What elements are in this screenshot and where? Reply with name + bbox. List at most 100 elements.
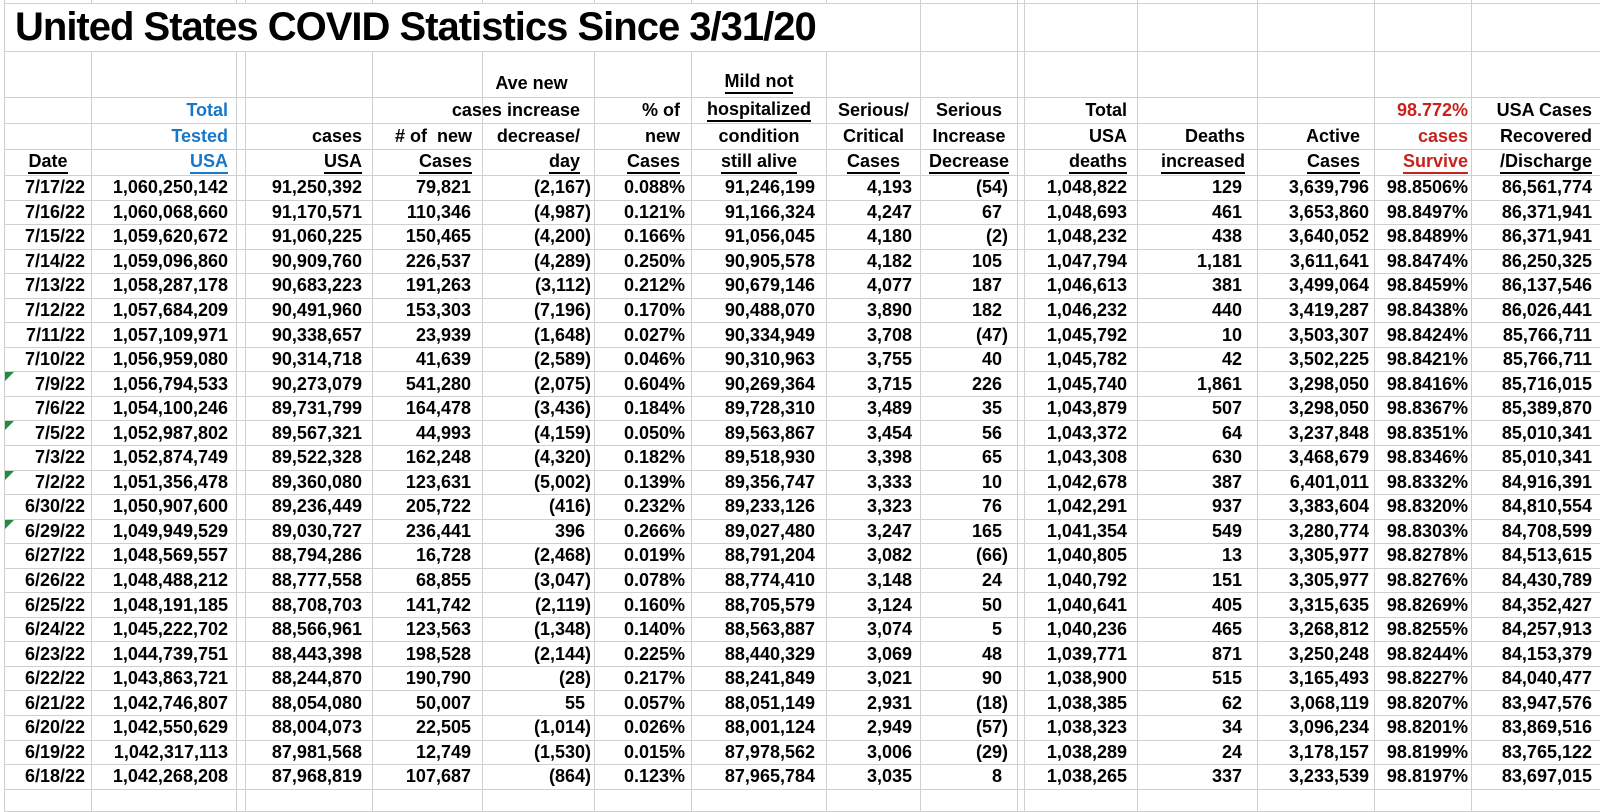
cell-mild[interactable]: 88,001,124 xyxy=(692,716,827,741)
cell-recovered[interactable]: 84,257,913 xyxy=(1472,618,1600,643)
cell-deaths[interactable]: 1,038,900 xyxy=(1025,666,1138,692)
cell-active[interactable]: 3,640,052 xyxy=(1258,225,1375,250)
spacer-cell[interactable] xyxy=(1018,495,1025,520)
cell-serious[interactable]: 3,074 xyxy=(827,617,921,643)
cell-active[interactable]: 3,419,287 xyxy=(1258,298,1375,324)
header-cell-active[interactable] xyxy=(1258,52,1375,98)
spacer-cell[interactable] xyxy=(1018,519,1025,545)
cell-total_tested[interactable]: 1,052,874,749 xyxy=(92,446,237,471)
cell-pct_new[interactable]: 0.078% xyxy=(595,568,692,594)
cell-mild[interactable]: 89,233,126 xyxy=(692,495,827,520)
cell-increase_decrease[interactable]: (2,167) xyxy=(483,176,595,201)
spacer-cell[interactable] xyxy=(1018,740,1025,766)
cell-recovered[interactable]: 84,430,789 xyxy=(1472,569,1600,594)
cell-deaths[interactable]: 1,047,794 xyxy=(1025,249,1138,275)
cell-new_cases[interactable]: 41,639 xyxy=(373,347,483,373)
cell-serious_change[interactable]: (66) xyxy=(921,544,1018,569)
cell-survive[interactable]: 98.8199% xyxy=(1375,740,1472,766)
cell-serious_change[interactable]: 24 xyxy=(921,568,1018,594)
cell-recovered[interactable]: 84,352,427 xyxy=(1472,593,1600,618)
cell-serious[interactable]: 3,715 xyxy=(827,372,921,397)
cell-deaths[interactable]: 1,042,678 xyxy=(1025,470,1138,496)
spacer-cell[interactable] xyxy=(237,470,246,496)
cell-increase_decrease[interactable]: (2,119) xyxy=(483,593,595,618)
cell-pct_new[interactable]: 0.123% xyxy=(595,765,692,790)
cell-deaths_increase[interactable]: 549 xyxy=(1138,519,1258,545)
cell-date[interactable]: 7/11/22 xyxy=(5,323,92,348)
cell-increase_decrease[interactable]: (4,289) xyxy=(483,249,595,275)
cell-serious_change[interactable]: 165 xyxy=(921,519,1018,545)
cell-total_tested[interactable]: 1,044,739,751 xyxy=(92,642,237,667)
cell-pct_new[interactable]: 0.140% xyxy=(595,617,692,643)
cell-serious_change[interactable]: 67 xyxy=(921,200,1018,226)
spacer-cell[interactable] xyxy=(1018,716,1025,741)
header-cell-active[interactable]: Cases xyxy=(1258,150,1375,176)
cell-deaths_increase[interactable]: 62 xyxy=(1138,691,1258,717)
cell-pct_new[interactable]: 0.184% xyxy=(595,396,692,422)
cell-date[interactable]: 7/16/22 xyxy=(5,200,92,226)
cell-survive[interactable]: 98.8474% xyxy=(1375,249,1472,275)
cell-cases[interactable]: 89,236,449 xyxy=(246,495,373,520)
cell-deaths[interactable]: 1,043,879 xyxy=(1025,396,1138,422)
header-cell-deaths_increase[interactable] xyxy=(1138,52,1258,98)
cell-survive[interactable]: 98.8489% xyxy=(1375,225,1472,250)
cell-increase_decrease[interactable]: (4,200) xyxy=(483,225,595,250)
cell-date[interactable]: 6/26/22 xyxy=(5,568,92,594)
cell-total_tested[interactable]: 1,051,356,478 xyxy=(92,470,237,496)
cell-serious[interactable]: 3,454 xyxy=(827,421,921,447)
cell-serious_change[interactable]: 90 xyxy=(921,666,1018,692)
cell-pct_new[interactable]: 0.217% xyxy=(595,666,692,692)
cell-date[interactable]: 6/27/22 xyxy=(5,544,92,569)
cell-serious_change[interactable]: 65 xyxy=(921,446,1018,471)
cell-cases[interactable]: 90,491,960 xyxy=(246,298,373,324)
cell-new_cases[interactable]: 22,505 xyxy=(373,716,483,741)
spacer-cell[interactable] xyxy=(1018,666,1025,692)
spacer-cell[interactable] xyxy=(237,372,246,397)
spacer-cell[interactable] xyxy=(1018,298,1025,324)
cell-total_tested[interactable]: 1,057,684,209 xyxy=(92,298,237,324)
cell-deaths[interactable]: 1,041,354 xyxy=(1025,519,1138,545)
cell-survive[interactable]: 98.8197% xyxy=(1375,765,1472,790)
cell-serious[interactable]: 3,148 xyxy=(827,568,921,594)
spacer-cell[interactable] xyxy=(237,716,246,741)
cell[interactable] xyxy=(1375,4,1472,52)
header-cell-mild[interactable]: condition xyxy=(692,124,827,150)
cell-survive[interactable]: 98.8421% xyxy=(1375,347,1472,373)
cell-new_cases[interactable]: 162,248 xyxy=(373,446,483,471)
header-cell-date[interactable]: Date xyxy=(5,150,92,176)
cell-cases[interactable]: 88,004,073 xyxy=(246,716,373,741)
cell-deaths_increase[interactable]: 24 xyxy=(1138,740,1258,766)
cell-recovered[interactable]: 85,716,015 xyxy=(1472,372,1600,397)
cell-serious[interactable]: 2,949 xyxy=(827,716,921,741)
cell-cases[interactable]: 87,981,568 xyxy=(246,740,373,766)
cell-active[interactable]: 3,096,234 xyxy=(1258,716,1375,741)
cell-total_tested[interactable]: 1,060,068,660 xyxy=(92,200,237,226)
cell-serious_change[interactable]: (29) xyxy=(921,740,1018,766)
cell-survive[interactable]: 98.8351% xyxy=(1375,421,1472,447)
cell-date[interactable]: 7/13/22 xyxy=(5,274,92,299)
cell-total_tested[interactable]: 1,042,746,807 xyxy=(92,691,237,717)
header-cell-recovered[interactable]: USA Cases xyxy=(1472,98,1600,124)
cell-deaths_increase[interactable]: 64 xyxy=(1138,421,1258,447)
cell-recovered[interactable]: 84,708,599 xyxy=(1472,520,1600,545)
cell-serious[interactable]: 3,021 xyxy=(827,666,921,692)
cell-deaths[interactable]: 1,043,308 xyxy=(1025,446,1138,471)
cell-recovered[interactable]: 84,513,615 xyxy=(1472,544,1600,569)
cell-serious_change[interactable]: 10 xyxy=(921,470,1018,496)
cell[interactable] xyxy=(1138,4,1258,52)
spacer-cell[interactable] xyxy=(1018,200,1025,226)
spacer-cell[interactable] xyxy=(237,225,246,250)
cell-new_cases[interactable]: 236,441 xyxy=(373,519,483,545)
header-cell-new_cases[interactable]: # of new xyxy=(373,124,483,150)
cell-survive[interactable]: 98.8506% xyxy=(1375,176,1472,201)
cell-active[interactable]: 6,401,011 xyxy=(1258,470,1375,496)
spacer-cell[interactable] xyxy=(237,249,246,275)
cell-serious_change[interactable]: 182 xyxy=(921,298,1018,324)
cell-increase_decrease[interactable]: (2,075) xyxy=(483,372,595,397)
header-cell-pct_new[interactable]: Cases xyxy=(595,150,692,176)
cell-increase_decrease[interactable]: (1,648) xyxy=(483,323,595,348)
cell-increase_decrease[interactable]: (4,320) xyxy=(483,446,595,471)
cell-cases[interactable]: 89,731,799 xyxy=(246,396,373,422)
cell-total_tested[interactable]: 1,060,250,142 xyxy=(92,176,237,201)
cell-recovered[interactable]: 83,765,122 xyxy=(1472,741,1600,766)
